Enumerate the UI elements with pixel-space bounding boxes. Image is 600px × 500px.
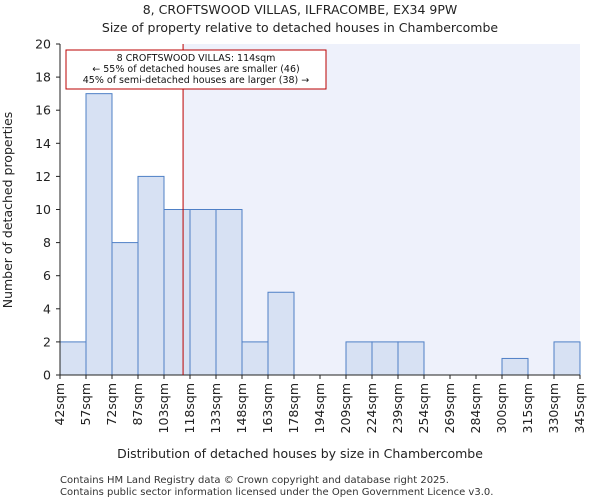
x-axis-label: Distribution of detached houses by size … bbox=[117, 446, 483, 461]
x-tick-label: 57sqm bbox=[78, 383, 93, 426]
annotation-line-1: 8 CROFTSWOOD VILLAS: 114sqm bbox=[117, 53, 276, 64]
x-tick-label: 194sqm bbox=[312, 383, 327, 433]
chart-subtitle: Size of property relative to detached ho… bbox=[102, 20, 499, 35]
bar bbox=[163, 209, 191, 376]
y-tick-label: 0 bbox=[43, 368, 51, 383]
x-tick-label: 269sqm bbox=[442, 383, 457, 433]
x-tick-label: 148sqm bbox=[234, 383, 249, 433]
x-tick-label: 178sqm bbox=[286, 383, 301, 433]
x-tick-label: 103sqm bbox=[156, 383, 171, 433]
x-tick-label: 72sqm bbox=[104, 383, 119, 426]
annotation-line-3: 45% of semi-detached houses are larger (… bbox=[83, 75, 310, 86]
bar bbox=[85, 93, 113, 376]
annotation-box bbox=[65, 49, 327, 90]
x-tick-label: 87sqm bbox=[130, 383, 145, 426]
bar bbox=[371, 341, 399, 376]
x-tick-label: 239sqm bbox=[390, 383, 405, 433]
bar bbox=[397, 341, 425, 376]
footer-line-1: Contains HM Land Registry data © Crown c… bbox=[60, 475, 449, 486]
y-tick-label: 20 bbox=[35, 37, 51, 52]
footer-line-2: Contains public sector information licen… bbox=[60, 487, 493, 498]
x-tick-label: 209sqm bbox=[338, 383, 353, 433]
y-tick-label: 2 bbox=[43, 334, 51, 349]
plot-area: 0 2 4 6 8 10 12 14 16 18 20 42sqm 57sqm 72sqm 87sqm 103… bbox=[35, 37, 587, 434]
y-tick-label: 8 bbox=[43, 235, 51, 250]
y-tick-label: 14 bbox=[35, 136, 51, 151]
x-tick-label: 345sqm bbox=[572, 383, 587, 433]
y-tick-label: 18 bbox=[35, 70, 51, 85]
x-tick-label: 118sqm bbox=[182, 383, 197, 433]
bar bbox=[111, 242, 139, 376]
bar bbox=[553, 341, 581, 376]
x-tick-label: 163sqm bbox=[260, 383, 275, 433]
bar bbox=[241, 341, 269, 376]
bar bbox=[137, 175, 165, 376]
x-tick-label: 300sqm bbox=[494, 383, 509, 433]
y-tick-label: 10 bbox=[35, 202, 51, 217]
x-tick-label: 254sqm bbox=[416, 383, 431, 433]
y-tick-label: 6 bbox=[43, 268, 51, 283]
y-tick-label: 4 bbox=[43, 301, 51, 316]
x-tick-label: 224sqm bbox=[364, 383, 379, 433]
bar bbox=[59, 341, 87, 376]
bar bbox=[215, 209, 243, 376]
x-tick-label: 284sqm bbox=[468, 383, 483, 433]
chart-title: 8, CROFTSWOOD VILLAS, ILFRACOMBE, EX34 9… bbox=[143, 2, 458, 17]
larger-region-shade bbox=[183, 44, 581, 375]
y-axis-label: Number of detached properties bbox=[0, 112, 15, 309]
x-tick-label: 330sqm bbox=[546, 383, 561, 433]
bar bbox=[267, 291, 295, 376]
y-tick-label: 12 bbox=[35, 169, 51, 184]
bar bbox=[501, 357, 529, 376]
bar bbox=[189, 209, 217, 376]
x-tick-label: 42sqm bbox=[52, 383, 67, 426]
annotation-line-2: ← 55% of detached houses are smaller (46… bbox=[92, 64, 299, 75]
x-tick-label: 133sqm bbox=[208, 383, 223, 433]
y-tick-label: 16 bbox=[35, 103, 51, 118]
x-tick-label: 315sqm bbox=[520, 383, 535, 433]
bar bbox=[345, 341, 373, 376]
